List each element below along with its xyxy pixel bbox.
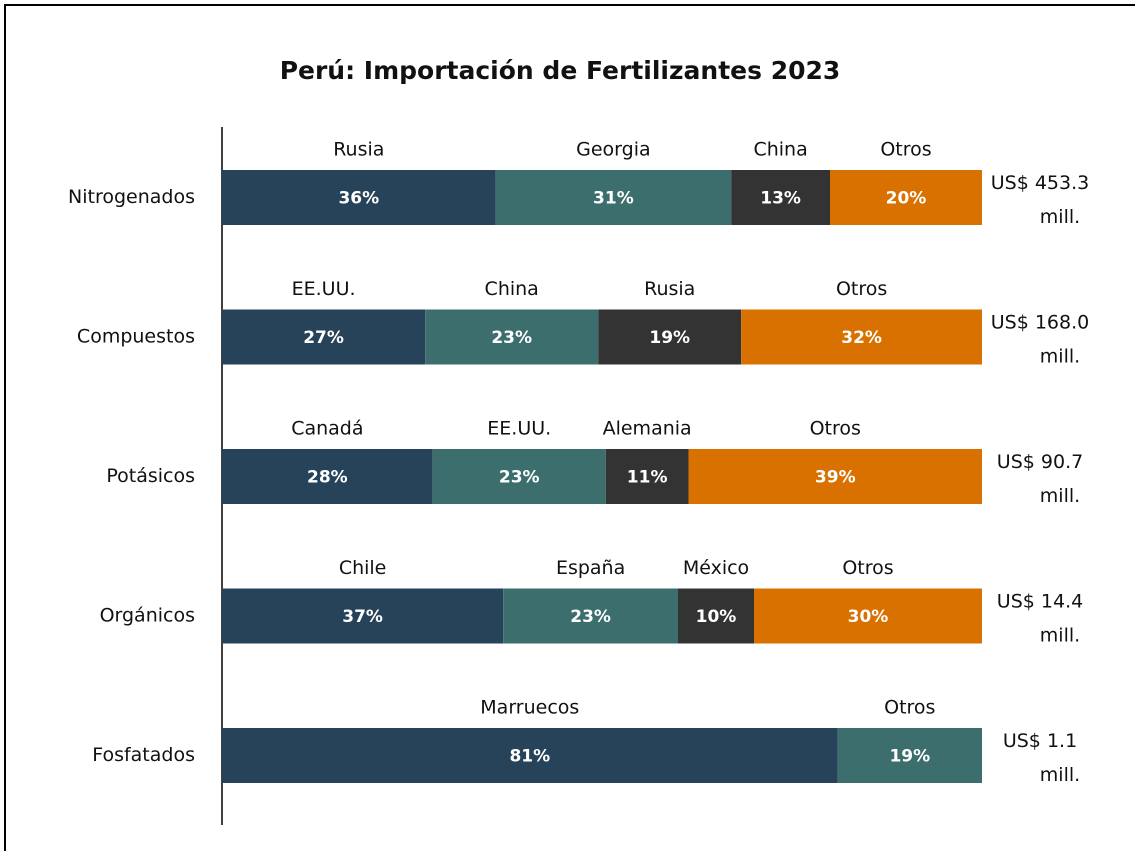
- value-label: 28%: [307, 468, 348, 488]
- bar-segment: [678, 588, 754, 644]
- bar-segment: [754, 588, 982, 644]
- segment-label: España: [556, 557, 625, 579]
- category-label: Compuestos: [77, 326, 195, 348]
- total-label: mill.: [1040, 206, 1080, 228]
- bar-segment: [222, 588, 504, 644]
- chart-title: Perú: Importación de Fertilizantes 2023: [280, 56, 841, 85]
- segment-label: EE.UU.: [487, 418, 551, 440]
- segment-label: Otros: [842, 557, 893, 579]
- value-label: 23%: [570, 607, 611, 627]
- segment-label: Otros: [880, 139, 931, 161]
- value-label: 20%: [886, 189, 927, 209]
- value-label: 31%: [593, 189, 634, 209]
- value-label: 13%: [760, 189, 801, 209]
- total-label: US$ 90.7: [997, 451, 1083, 473]
- segment-label: Rusia: [644, 278, 695, 300]
- total-label: US$ 14.4: [997, 591, 1083, 613]
- segment-label: EE.UU.: [292, 278, 356, 300]
- total-label: mill.: [1040, 764, 1080, 786]
- bar-segment: [731, 170, 830, 225]
- bar-segment: [495, 170, 732, 225]
- value-label: 19%: [889, 747, 930, 767]
- segment-label: China: [753, 139, 807, 161]
- bar-segment: [741, 309, 982, 365]
- bar-segment: [222, 728, 838, 783]
- value-label: 30%: [848, 607, 889, 627]
- segment-label: México: [683, 557, 749, 579]
- value-label: 36%: [338, 189, 379, 209]
- value-label: 39%: [815, 468, 856, 488]
- total-label: US$ 1.1: [1003, 730, 1077, 752]
- total-label: mill.: [1040, 625, 1080, 647]
- bar-segment: [222, 309, 426, 365]
- segment-label: Chile: [339, 557, 387, 579]
- value-label: 19%: [649, 328, 690, 348]
- value-label: 23%: [491, 328, 532, 348]
- segment-label: Georgia: [576, 139, 651, 161]
- bar-segment: [432, 449, 606, 504]
- segment-label: Otros: [836, 278, 887, 300]
- category-label: Potásicos: [106, 465, 195, 487]
- category-label: Orgánicos: [100, 605, 195, 627]
- total-label: US$ 168.0: [991, 312, 1090, 334]
- category-label: Nitrogenados: [68, 186, 195, 208]
- value-label: 81%: [509, 747, 550, 767]
- total-label: mill.: [1040, 485, 1080, 507]
- value-label: 32%: [841, 328, 882, 348]
- segment-label: Alemania: [603, 418, 692, 440]
- bar-segment: [688, 449, 982, 504]
- value-label: 23%: [499, 468, 540, 488]
- segment-label: Otros: [884, 697, 935, 719]
- value-label: 37%: [342, 607, 383, 627]
- bar-segment: [222, 449, 433, 504]
- value-label: 10%: [696, 607, 737, 627]
- category-label: Fosfatados: [92, 744, 195, 766]
- bar-segment: [837, 728, 982, 783]
- bar-segment: [222, 170, 496, 225]
- bar-segment: [598, 309, 742, 365]
- segment-label: Marruecos: [480, 697, 579, 719]
- segment-label: Rusia: [333, 139, 384, 161]
- value-label: 27%: [303, 328, 344, 348]
- segment-label: China: [485, 278, 539, 300]
- segment-label: Otros: [810, 418, 861, 440]
- total-label: mill.: [1040, 346, 1080, 368]
- total-label: US$ 453.3: [991, 172, 1090, 194]
- value-label: 11%: [627, 468, 668, 488]
- frame: [4, 4, 1135, 855]
- bar-segment: [830, 170, 982, 225]
- bar-segment: [605, 449, 689, 504]
- segment-label: Canadá: [291, 418, 363, 440]
- bar-segment: [503, 588, 678, 644]
- bar-segment: [425, 309, 599, 365]
